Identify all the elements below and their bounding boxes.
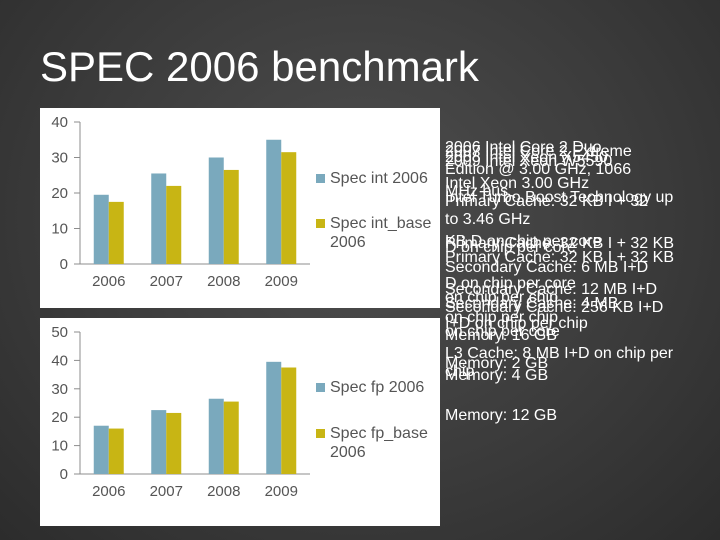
processor-note: Intel Turbo Boost Technology up xyxy=(445,189,674,206)
bar-spec-base-2008 xyxy=(223,401,239,474)
legend-label: Spec int 2006 xyxy=(330,170,428,187)
processor-note: Secondary Cache: 4 MB xyxy=(445,295,619,312)
processor-note: Primary Cache: 32 KB I + 32 KB xyxy=(445,235,674,252)
processor-note: D on chip per core xyxy=(445,239,576,256)
processor-note: Secondary Cache: 256 KB I+D xyxy=(445,299,664,316)
processor-note: Memory: 4 GB xyxy=(445,367,549,384)
y-tick-label: 10 xyxy=(51,438,68,455)
y-tick-label: 50 xyxy=(51,324,68,341)
processor-note: Edition @ 3.00 GHz, 1066 xyxy=(445,161,632,178)
legend-swatch xyxy=(316,429,325,438)
processor-note: on chip per chip xyxy=(445,309,558,326)
x-tick-label: 2006 xyxy=(92,483,125,500)
y-tick-label: 10 xyxy=(51,221,68,238)
y-tick-label: 0 xyxy=(60,466,68,483)
processor-note: KB D on chip per core xyxy=(445,233,602,250)
processor-note: on chip per core xyxy=(445,323,560,340)
processor-note: Primary Cache: 32 KB I + 32 KB xyxy=(445,249,674,266)
legend-swatch xyxy=(316,219,325,228)
processor-note: 2009 Intel Xeon W5590 xyxy=(445,153,613,170)
processor-note: D on chip per core xyxy=(445,275,576,292)
bar-spec-base-2008 xyxy=(223,169,239,264)
processor-note: 2008 Intel Xeon X5450 xyxy=(445,149,608,166)
processor-note: MHz bus xyxy=(445,183,509,200)
x-tick-label: 2007 xyxy=(150,483,183,500)
y-tick-label: 30 xyxy=(51,150,68,167)
bar-spec-2006 xyxy=(93,425,109,474)
legend-label: Spec fp 2006 xyxy=(330,379,424,396)
bar-spec-2009 xyxy=(266,361,282,474)
y-tick-label: 40 xyxy=(51,352,68,369)
bar-spec-2008 xyxy=(208,157,224,264)
processor-note: 2007 Intel Core 2 Extreme xyxy=(445,143,632,160)
processor-note: chip xyxy=(445,363,475,380)
x-tick-label: 2008 xyxy=(207,483,240,500)
slide-title: SPEC 2006 benchmark xyxy=(40,43,479,90)
x-tick-label: 2007 xyxy=(150,273,183,290)
chart-panel-spec-int: 0 10 20 30 40 2006 2007 2008 2009 Spec int 2006 Sp… xyxy=(40,108,440,308)
bar-spec-base-2007 xyxy=(166,412,182,474)
processor-note: Memory: 2 GB xyxy=(445,355,549,372)
processor-note: Secondary Cache: 12 MB I+D xyxy=(445,281,658,298)
y-tick-label: 30 xyxy=(51,381,68,398)
processor-note: Intel Xeon 3.00 GHz xyxy=(445,175,590,192)
y-tick-label: 20 xyxy=(51,185,68,202)
processor-note: Secondary Cache: 6 MB I+D xyxy=(445,259,649,276)
bar-spec-base-2006 xyxy=(108,428,124,474)
bar-spec-2007 xyxy=(151,173,167,264)
bar-spec-2008 xyxy=(208,398,224,474)
legend-label: Spec fp_base 2006 xyxy=(330,425,428,461)
processor-note: 2006 Intel Core 2 Duo xyxy=(445,139,602,156)
x-tick-label: 2009 xyxy=(265,273,298,290)
bar-spec-base-2006 xyxy=(108,201,124,264)
processor-note: Memory: 16 GB xyxy=(445,327,558,344)
processor-note: I+D on chip per chip xyxy=(445,315,588,332)
processor-note: to 3.46 GHz xyxy=(445,211,531,228)
y-tick-label: 0 xyxy=(60,256,68,273)
bar-spec-base-2009 xyxy=(281,367,297,474)
bar-spec-base-2009 xyxy=(281,152,297,264)
x-tick-label: 2008 xyxy=(207,273,240,290)
x-tick-label: 2009 xyxy=(265,483,298,500)
processor-note: Primary Cache: 32 KB I + 32 xyxy=(445,193,649,210)
y-tick-label: 20 xyxy=(51,409,68,426)
legend-swatch xyxy=(316,383,325,392)
x-tick-label: 2006 xyxy=(92,273,125,290)
processor-note: on chip per chip xyxy=(445,289,558,306)
bar-spec-2007 xyxy=(151,410,167,474)
processor-note: Memory: 12 GB xyxy=(445,407,558,424)
legend-label: Spec int_base 2006 xyxy=(330,215,432,251)
spec-fp-chart: 0 10 20 30 40 50 2006 2007 2008 2009 Spec fp 2006 S… xyxy=(51,324,428,500)
chart-panel-spec-fp: 0 10 20 30 40 50 2006 2007 2008 2009 Spec fp 2006 S… xyxy=(40,318,440,526)
legend-swatch xyxy=(316,174,325,183)
spec-int-chart: 0 10 20 30 40 2006 2007 2008 2009 Spec int 2006 Sp… xyxy=(51,114,432,290)
processor-note: L3 Cache: 8 MB I+D on chip per xyxy=(445,345,674,362)
bar-spec-2009 xyxy=(266,139,282,264)
bar-spec-base-2007 xyxy=(166,185,182,264)
bar-spec-2006 xyxy=(93,194,109,264)
y-tick-label: 40 xyxy=(51,114,68,131)
